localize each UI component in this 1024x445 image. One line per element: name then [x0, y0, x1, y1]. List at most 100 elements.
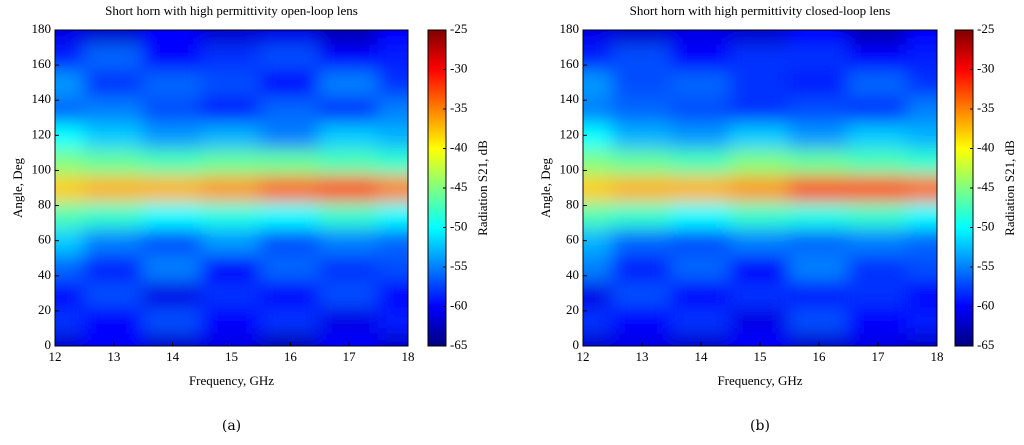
heatmap-cell: [788, 121, 850, 150]
heatmap-cell: [670, 331, 732, 346]
heatmap-cell: [788, 305, 850, 334]
y-tick-label: 80: [38, 197, 51, 212]
x-tick-label: 16: [284, 349, 298, 364]
chart-title: Short horn with high permittivity open-l…: [105, 3, 358, 18]
x-axis-label: Frequency, GHz: [189, 373, 274, 388]
y-axis-label: Angle, Deg: [10, 158, 25, 218]
x-tick-label: 12: [577, 349, 590, 364]
heatmap-cell: [611, 226, 673, 255]
y-tick-label: 100: [32, 161, 52, 176]
heatmap-cell: [670, 279, 732, 308]
x-tick-label: 18: [402, 349, 415, 364]
heatmap-cells: [55, 30, 408, 346]
heatmap-cell: [847, 305, 909, 334]
heatmap-cell: [142, 94, 204, 124]
heatmap-cell: [318, 94, 380, 124]
heatmap-cell: [670, 68, 732, 97]
colorbar-tick-label: -45: [450, 179, 467, 194]
heatmap-cell: [55, 94, 86, 124]
heatmap-cell: [83, 279, 145, 308]
heatmap-cell: [611, 305, 673, 334]
heatmap-cell: [906, 121, 937, 150]
heatmap-cell: [788, 252, 850, 282]
heatmap-cell: [847, 200, 909, 229]
heatmap-cell: [201, 279, 262, 308]
heatmap-cell: [201, 30, 262, 45]
heatmap-cell: [906, 331, 937, 346]
heatmap-cell: [847, 94, 909, 124]
heatmap-cell: [83, 121, 145, 150]
heatmap-cell: [142, 252, 204, 282]
heatmap-cell: [729, 173, 791, 203]
heatmap-cell: [670, 42, 732, 71]
colorbar-tick-label: -50: [450, 218, 467, 233]
colorbar-tick-label: -25: [450, 21, 467, 36]
heatmap: [583, 30, 937, 346]
y-tick-label: 20: [38, 302, 51, 317]
heatmap-cell: [142, 42, 204, 71]
caption: (b): [750, 418, 770, 434]
heatmap-cell: [201, 68, 262, 97]
y-tick-label: 20: [566, 302, 579, 317]
heatmap-cell: [906, 173, 937, 203]
heatmap-cell: [83, 200, 145, 229]
x-tick-label: 13: [636, 349, 649, 364]
heatmap-cell: [377, 226, 408, 255]
heatmap-cell: [906, 226, 937, 255]
heatmap-cell: [318, 279, 380, 308]
heatmap-cell: [583, 94, 614, 124]
heatmap-cell: [201, 200, 262, 229]
x-tick-label: 14: [166, 349, 180, 364]
heatmap-cell: [729, 279, 791, 308]
heatmap-cell: [847, 331, 909, 346]
heatmap-cell: [259, 147, 321, 176]
colorbar-tick-label: -40: [450, 139, 467, 154]
colorbar-tick-label: -35: [450, 100, 467, 115]
heatmap-cell: [55, 279, 86, 308]
heatmap-cell: [788, 42, 850, 71]
heatmap-cell: [611, 30, 673, 45]
heatmap-cell: [55, 226, 86, 255]
heatmap-cell: [318, 331, 380, 346]
heatmap-cell: [906, 252, 937, 282]
heatmap-cell: [611, 147, 673, 176]
heatmap-cell: [83, 173, 145, 203]
heatmap-cell: [259, 42, 321, 71]
heatmap: [55, 30, 408, 346]
heatmap-cell: [847, 173, 909, 203]
x-tick-label: 16: [813, 349, 827, 364]
y-tick-label: 100: [560, 161, 580, 176]
colorbar-tick-label: -55: [450, 258, 467, 273]
y-tick-label: 0: [45, 337, 52, 352]
heatmap-cell: [259, 226, 321, 255]
heatmap-cell: [583, 252, 614, 282]
colorbar-tick-label: -25: [977, 21, 994, 36]
x-axis-label: Frequency, GHz: [717, 373, 802, 388]
colorbar-label: Radiation S21, dB: [1002, 140, 1017, 236]
x-tick-label: 13: [107, 349, 120, 364]
heatmap-cell: [142, 68, 204, 97]
heatmap-cell: [583, 331, 614, 346]
heatmap-cell: [259, 121, 321, 150]
heatmap-cell: [377, 68, 408, 97]
heatmap-cell: [55, 121, 86, 150]
colorbar-tick-label: -60: [450, 297, 467, 312]
heatmap-cell: [318, 305, 380, 334]
heatmap-cell: [201, 305, 262, 334]
colorbar-label: Radiation S21, dB: [475, 140, 490, 236]
heatmap-cell: [583, 173, 614, 203]
heatmap-cell: [906, 30, 937, 45]
heatmap-cell: [201, 42, 262, 71]
y-tick-label: 140: [32, 91, 52, 106]
heatmap-cell: [201, 331, 262, 346]
heatmap-cell: [788, 94, 850, 124]
heatmap-cell: [847, 252, 909, 282]
heatmap-cell: [142, 30, 204, 45]
heatmap-cell: [83, 30, 145, 45]
heatmap-cell: [906, 94, 937, 124]
heatmap-cell: [201, 94, 262, 124]
heatmap-cell: [611, 121, 673, 150]
heatmap-cell: [55, 147, 86, 176]
heatmap-cell: [83, 226, 145, 255]
heatmap-cell: [788, 226, 850, 255]
